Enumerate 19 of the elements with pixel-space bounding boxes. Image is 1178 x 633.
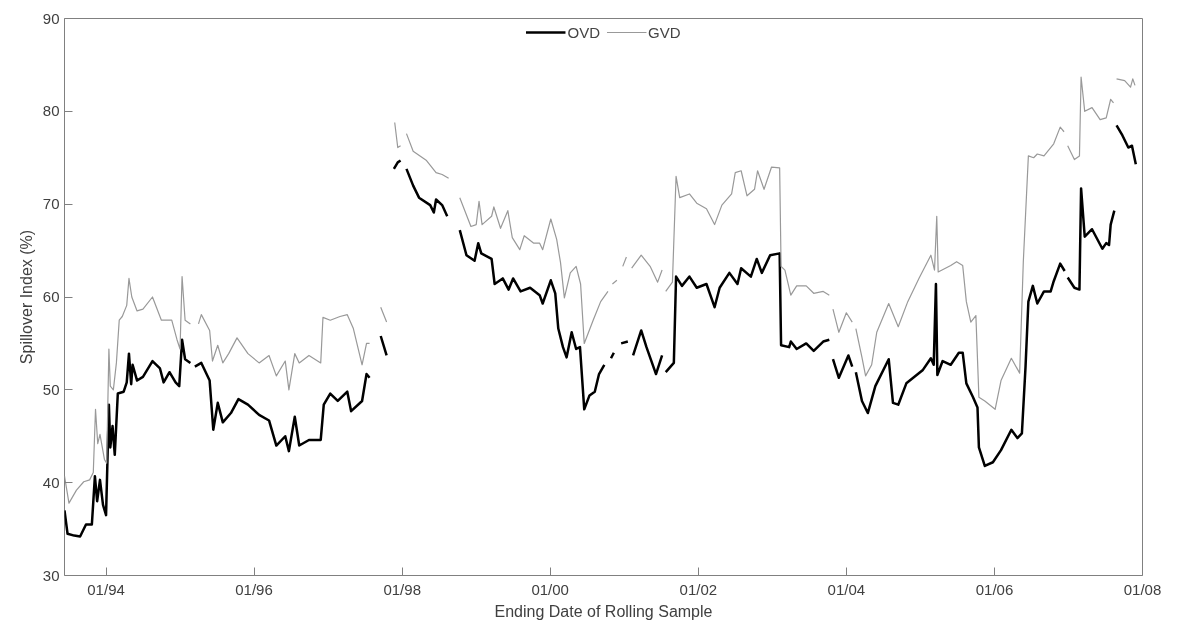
x-axis-title: Ending Date of Rolling Sample <box>494 602 713 620</box>
legend-label: GVD <box>648 23 681 41</box>
x-tick-label: 01/96 <box>235 580 273 598</box>
y-tick-label: 50 <box>42 380 60 398</box>
y-tick-label: 40 <box>42 473 60 491</box>
x-tick-label: 01/04 <box>827 580 866 598</box>
y-axis-title: Spillover Index (%) <box>17 229 35 365</box>
y-tick-label: 90 <box>42 9 60 27</box>
y-tick-label: 80 <box>42 102 60 120</box>
x-tick-label: 01/94 <box>87 580 125 598</box>
legend-label: OVD <box>567 23 600 41</box>
y-tick-label: 60 <box>42 288 60 305</box>
y-tick-label: 70 <box>42 195 60 213</box>
x-tick-label: 01/98 <box>383 580 421 598</box>
x-tick-label: 01/06 <box>975 580 1014 598</box>
x-tick-label: 01/02 <box>679 580 718 598</box>
x-tick-label: 01/00 <box>531 580 569 598</box>
y-tick-label: 30 <box>42 566 60 584</box>
x-tick-label: 01/08 <box>1123 580 1162 598</box>
